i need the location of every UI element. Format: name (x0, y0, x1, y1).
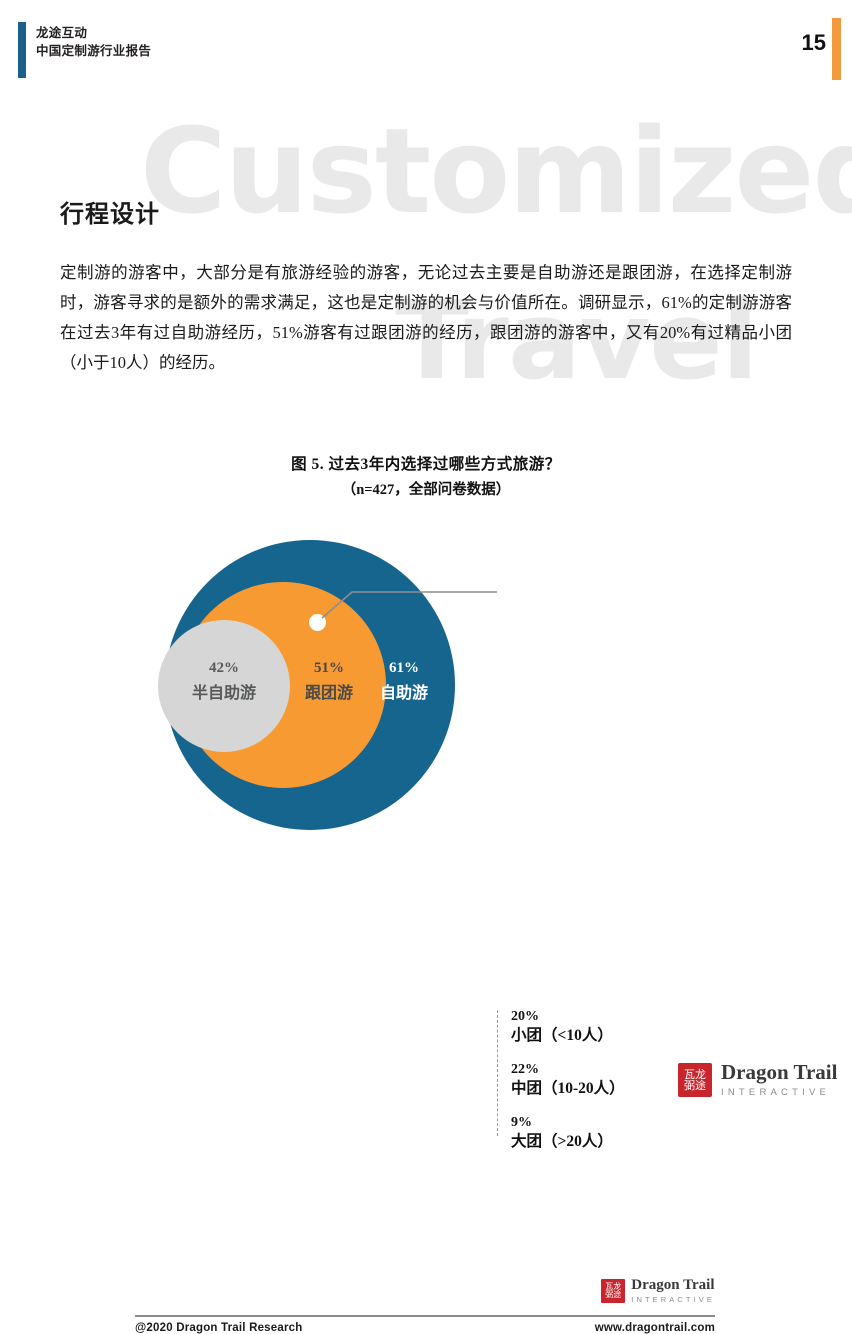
legend-value-medium-group: 22% (511, 1062, 539, 1078)
header-accent-bar-left (18, 22, 26, 78)
value-group-tour: 51% (314, 660, 344, 676)
name-semi-self-guided-tour: 半自助游 (191, 684, 256, 702)
legend-dashed-divider (497, 1010, 498, 1136)
chart-footer-divider (135, 1315, 715, 1317)
value-semi-self-guided-tour: 42% (209, 660, 239, 676)
name-group-tour: 跟团游 (304, 684, 353, 702)
chart-footer-copyright: @2020 Dragon Trail Research (135, 1322, 303, 1334)
section-heading: 行程设计 (60, 201, 160, 228)
seal-row-bottom: 弼途 (605, 1289, 622, 1299)
body-paragraph: 定制游的游客中，大部分是有旅游经验的游客，无论过去主要是自助游还是跟团游，在选择… (60, 263, 792, 372)
legend-value-large-group: 9% (511, 1115, 532, 1131)
seal-row-top: 瓦龙 (605, 1281, 622, 1291)
dragon-trail-seal-icon: 瓦龙 弼途 (601, 1278, 626, 1303)
header-report-title: 中国定制游行业报告 (36, 44, 152, 59)
figure-title: 图 5. 过去3年内选择过哪些方式旅游？ (291, 456, 561, 473)
logo-name: Dragon Trail (631, 1277, 715, 1293)
logo-wordmark: Dragon Trail INTERACTIVE (631, 1278, 715, 1304)
page-footer-logo: 瓦龙 弼途 Dragon Trail INTERACTIVE (678, 1062, 837, 1098)
seal-row-bottom: 弼途 (684, 1078, 706, 1092)
figure-subtitle: （n=427，全部问卷数据） (341, 482, 511, 498)
page-header: 龙途互动 中国定制游行业报告 15 (0, 0, 852, 95)
chart-footer-logo: 瓦龙 弼途 Dragon Trail INTERACTIVE (601, 1278, 715, 1304)
logo-tagline: INTERACTIVE (721, 1087, 831, 1098)
logo-wordmark: Dragon Trail INTERACTIVE (721, 1062, 837, 1098)
header-brand-title: 龙途互动 (36, 26, 88, 40)
chart-footer-url[interactable]: www.dragontrail.com (594, 1322, 715, 1334)
header-accent-bar-right (832, 18, 841, 80)
callout-leader-line (321, 591, 497, 619)
legend-item-medium-group: 22% 中团（10-20人） (511, 1061, 751, 1100)
header-titles: 龙途互动 中国定制游行业报告 (36, 24, 151, 60)
nested-circles-chart: 42% 半自助游 51% 跟团游 61% 自助游 (126, 530, 726, 860)
circle-semi-self-guided-tour (158, 620, 290, 752)
legend-item-large-group: 9% 大团（>20人） (511, 1114, 751, 1153)
legend-value-small-group: 20% (511, 1009, 539, 1024)
label-group-tour: 51% 跟团游 (294, 656, 364, 707)
legend-label-medium-group: 中团（10-20人） (511, 1080, 625, 1098)
logo-name: Dragon Trail (721, 1060, 838, 1084)
label-semi-self-guided-tour: 42% 半自助游 (174, 656, 274, 707)
seal-row-top: 瓦龙 (684, 1067, 706, 1081)
legend-item-small-group: 20% 小团（<10人） (511, 1008, 751, 1047)
value-self-guided-tour: 61% (389, 660, 419, 676)
dragon-trail-seal-icon: 瓦龙 弼途 (678, 1062, 712, 1097)
name-self-guided-tour: 自助游 (379, 684, 428, 702)
label-self-guided-tour: 61% 自助游 (364, 656, 444, 707)
page-number: 15 (801, 30, 826, 55)
callout-marker-dot (309, 614, 326, 631)
logo-tagline: INTERACTIVE (631, 1295, 715, 1304)
legend-label-small-group: 小团（<10人） (511, 1027, 613, 1045)
